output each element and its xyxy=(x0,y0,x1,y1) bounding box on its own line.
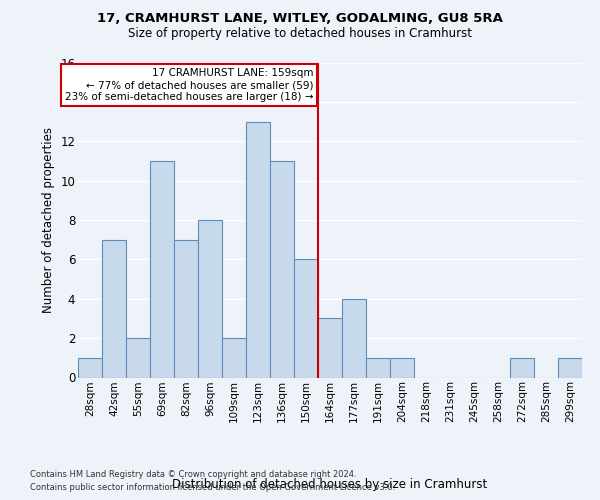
Bar xyxy=(342,298,366,378)
Bar xyxy=(198,220,222,378)
Bar xyxy=(558,358,582,378)
Text: 17 CRAMHURST LANE: 159sqm
← 77% of detached houses are smaller (59)
23% of semi-: 17 CRAMHURST LANE: 159sqm ← 77% of detac… xyxy=(65,68,313,102)
Bar xyxy=(126,338,150,378)
Bar xyxy=(366,358,390,378)
Text: 17, CRAMHURST LANE, WITLEY, GODALMING, GU8 5RA: 17, CRAMHURST LANE, WITLEY, GODALMING, G… xyxy=(97,12,503,26)
Y-axis label: Number of detached properties: Number of detached properties xyxy=(41,127,55,313)
Text: Size of property relative to detached houses in Cramhurst: Size of property relative to detached ho… xyxy=(128,28,472,40)
Bar xyxy=(102,240,126,378)
Bar xyxy=(510,358,534,378)
X-axis label: Distribution of detached houses by size in Cramhurst: Distribution of detached houses by size … xyxy=(172,478,488,491)
Bar xyxy=(78,358,102,378)
Bar xyxy=(246,122,270,378)
Bar xyxy=(390,358,414,378)
Bar xyxy=(318,318,342,378)
Text: Contains public sector information licensed under the Open Government Licence v3: Contains public sector information licen… xyxy=(30,482,395,492)
Bar xyxy=(294,260,318,378)
Bar xyxy=(270,161,294,378)
Bar xyxy=(150,161,174,378)
Bar xyxy=(174,240,198,378)
Bar xyxy=(222,338,246,378)
Text: Contains HM Land Registry data © Crown copyright and database right 2024.: Contains HM Land Registry data © Crown c… xyxy=(30,470,356,479)
